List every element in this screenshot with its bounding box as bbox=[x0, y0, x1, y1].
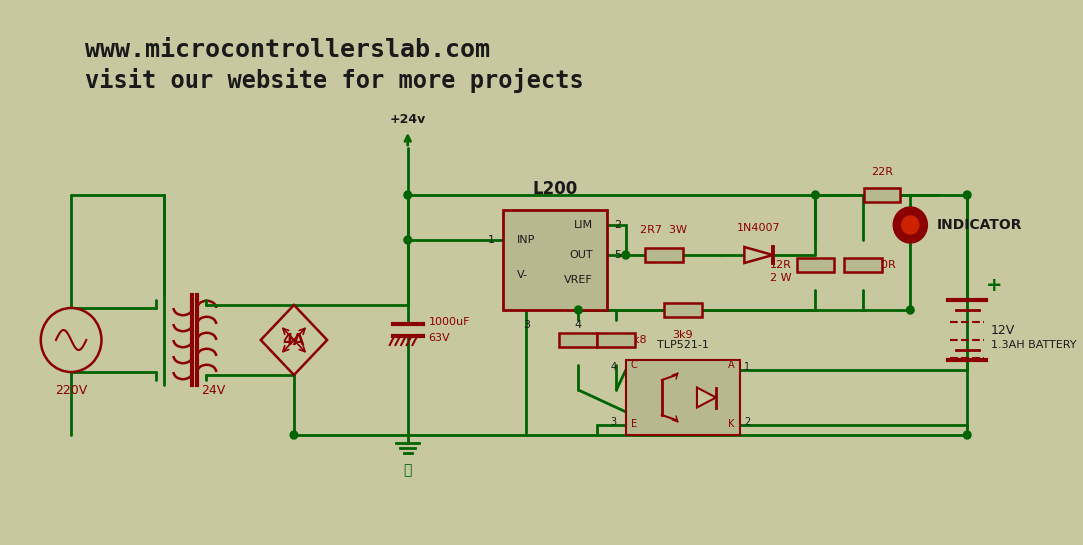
Text: 2: 2 bbox=[614, 220, 622, 230]
Text: 22R: 22R bbox=[871, 167, 892, 177]
Circle shape bbox=[41, 308, 102, 372]
Text: 3: 3 bbox=[610, 417, 616, 427]
Text: 3k9: 3k9 bbox=[673, 330, 693, 340]
Text: 12V: 12V bbox=[991, 324, 1015, 336]
Text: visit our website for more projects: visit our website for more projects bbox=[86, 68, 584, 93]
Text: TLP521-1: TLP521-1 bbox=[656, 340, 708, 350]
Text: 4: 4 bbox=[610, 362, 616, 372]
Bar bbox=[626, 360, 740, 435]
Text: INP: INP bbox=[517, 235, 535, 245]
Circle shape bbox=[290, 431, 298, 439]
Polygon shape bbox=[744, 247, 773, 263]
Circle shape bbox=[902, 216, 918, 234]
Text: INDICATOR: INDICATOR bbox=[937, 218, 1022, 232]
Bar bbox=[796, 258, 835, 272]
Polygon shape bbox=[261, 305, 327, 375]
Text: 1: 1 bbox=[488, 235, 495, 245]
Text: ⏚: ⏚ bbox=[404, 463, 412, 477]
Text: K: K bbox=[728, 419, 734, 429]
Circle shape bbox=[404, 191, 412, 199]
Text: 1k: 1k bbox=[588, 335, 601, 345]
Text: VREF: VREF bbox=[564, 275, 592, 285]
Bar bbox=[598, 333, 636, 347]
Circle shape bbox=[964, 191, 971, 199]
Text: L200: L200 bbox=[532, 180, 577, 198]
Text: 3: 3 bbox=[523, 320, 530, 330]
Text: 2: 2 bbox=[744, 417, 751, 427]
Text: +24v: +24v bbox=[390, 113, 426, 126]
Text: 5: 5 bbox=[614, 250, 622, 260]
Text: C: C bbox=[630, 360, 637, 370]
Text: 100R: 100R bbox=[867, 260, 897, 270]
Bar bbox=[503, 210, 606, 310]
Text: 220V: 220V bbox=[55, 384, 88, 397]
Text: 4A: 4A bbox=[283, 332, 305, 348]
Bar bbox=[664, 303, 702, 317]
Text: 6k8: 6k8 bbox=[626, 335, 647, 345]
Bar bbox=[560, 333, 598, 347]
Text: E: E bbox=[630, 419, 637, 429]
Circle shape bbox=[404, 236, 412, 244]
Text: 1.3AH BATTERY: 1.3AH BATTERY bbox=[991, 340, 1077, 350]
Circle shape bbox=[906, 306, 914, 314]
Circle shape bbox=[964, 431, 971, 439]
Text: A: A bbox=[728, 360, 735, 370]
Text: 1N4007: 1N4007 bbox=[736, 223, 781, 233]
Text: 1000uF: 1000uF bbox=[429, 317, 470, 327]
Text: V-: V- bbox=[517, 270, 527, 280]
Polygon shape bbox=[697, 387, 716, 408]
Text: 1: 1 bbox=[744, 362, 751, 372]
Text: 2R7  3W: 2R7 3W bbox=[640, 225, 688, 235]
Text: 63V: 63V bbox=[429, 333, 451, 343]
Text: www.microcontrollerslab.com: www.microcontrollerslab.com bbox=[86, 38, 491, 62]
Bar bbox=[644, 248, 682, 262]
Text: 4: 4 bbox=[575, 320, 582, 330]
Circle shape bbox=[893, 207, 927, 243]
Text: LIM: LIM bbox=[574, 220, 592, 230]
Circle shape bbox=[575, 306, 583, 314]
Bar bbox=[864, 188, 900, 202]
Bar bbox=[844, 258, 882, 272]
Circle shape bbox=[622, 251, 629, 259]
Text: +: + bbox=[987, 276, 1003, 294]
Text: 24V: 24V bbox=[201, 384, 225, 397]
Text: 2 W: 2 W bbox=[770, 273, 792, 283]
Text: OUT: OUT bbox=[569, 250, 592, 260]
Circle shape bbox=[811, 191, 819, 199]
Text: 12R: 12R bbox=[770, 260, 792, 270]
